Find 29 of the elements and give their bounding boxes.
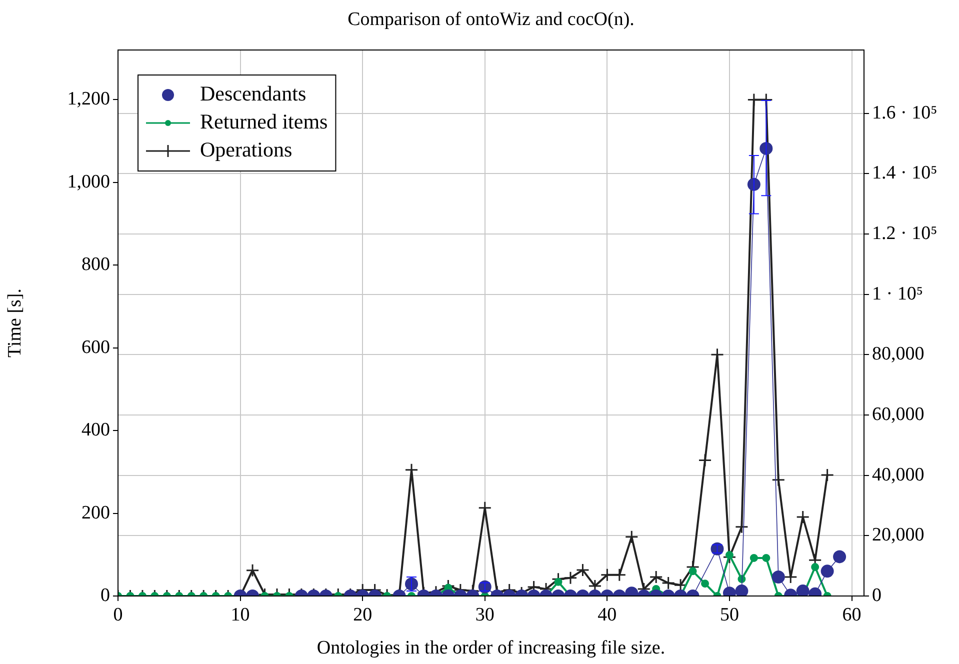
y-tick-label: 1,000 bbox=[67, 171, 110, 192]
x-tick-label: 20 bbox=[353, 604, 372, 626]
y2-tick-label: 40,000 bbox=[872, 464, 924, 486]
x-tick-label: 10 bbox=[230, 604, 250, 626]
x-tick-label: 40 bbox=[598, 604, 617, 626]
y2-tick-label: 1.6 · 10⁵ bbox=[872, 102, 938, 124]
y2-tick-label: 80,000 bbox=[872, 344, 924, 365]
y2-tick-label: 60,000 bbox=[872, 404, 924, 425]
x-tick-label: 50 bbox=[720, 604, 739, 626]
y2-tick-label: 1.2 · 10⁵ bbox=[872, 222, 938, 244]
x-tick-label: 0 bbox=[113, 604, 123, 626]
x-axis-title: Ontologies in the order of increasing file size. bbox=[316, 638, 666, 659]
legend-label: Returned items bbox=[200, 110, 328, 134]
y-tick-label: 1,200 bbox=[67, 88, 110, 110]
y-tick-label: 200 bbox=[82, 502, 110, 524]
legend-label: Descendants bbox=[200, 82, 306, 106]
y-tick-label: 400 bbox=[82, 420, 110, 441]
y2-tick-label: 20,000 bbox=[872, 524, 924, 546]
chart-title: Comparison of ontoWiz and cocO(n). bbox=[348, 8, 634, 30]
y-tick-label: 800 bbox=[82, 254, 110, 276]
y2-tick-label: 1 · 10⁵ bbox=[872, 283, 923, 304]
y2-tick-label: 1.4 · 10⁵ bbox=[872, 162, 938, 184]
y-tick-label: 0 bbox=[100, 584, 110, 606]
x-tick-label: 30 bbox=[475, 604, 494, 626]
x-tick-label: 60 bbox=[842, 604, 862, 626]
legend-label: Operations bbox=[200, 138, 292, 162]
y2-tick-label: 0 bbox=[872, 584, 882, 606]
y-axis-title: Time [s]. bbox=[4, 288, 26, 358]
y-tick-label: 600 bbox=[82, 336, 110, 358]
